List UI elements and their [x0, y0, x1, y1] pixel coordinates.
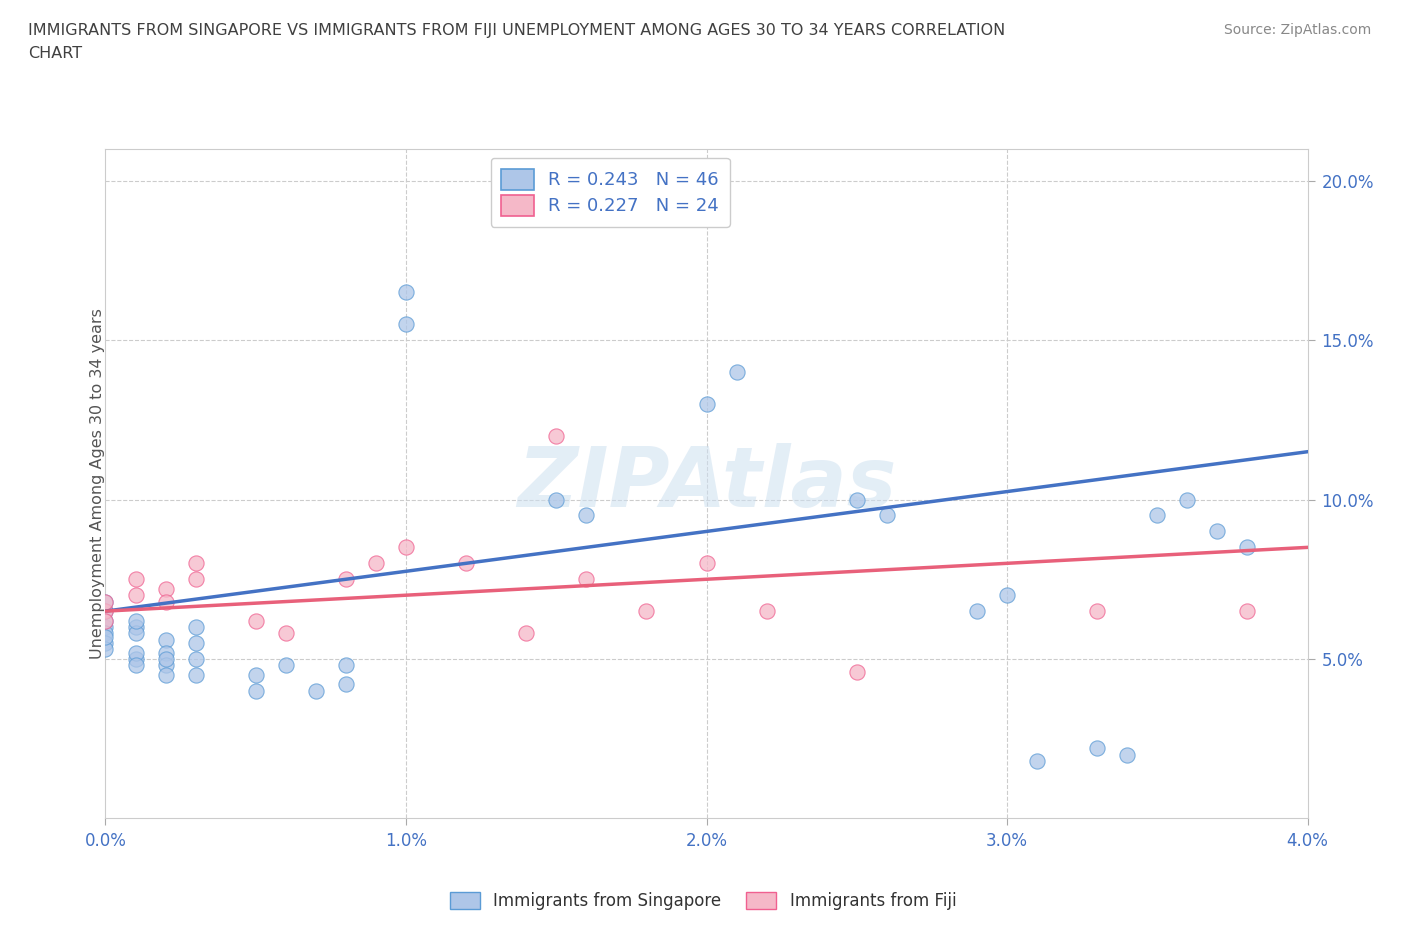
Point	[155, 652, 177, 667]
Point	[94, 626, 117, 641]
Point	[1236, 540, 1258, 555]
Y-axis label: Unemployment Among Ages 30 to 34 years: Unemployment Among Ages 30 to 34 years	[90, 308, 104, 659]
Point	[755, 604, 778, 618]
Point	[155, 668, 177, 683]
Point	[395, 317, 418, 332]
Point	[395, 540, 418, 555]
Text: ZIPAtlas: ZIPAtlas	[517, 443, 896, 525]
Point	[124, 658, 146, 672]
Legend: Immigrants from Singapore, Immigrants from Fiji: Immigrants from Singapore, Immigrants fr…	[443, 885, 963, 917]
Point	[1085, 604, 1108, 618]
Point	[94, 594, 117, 609]
Point	[454, 556, 477, 571]
Text: IMMIGRANTS FROM SINGAPORE VS IMMIGRANTS FROM FIJI UNEMPLOYMENT AMONG AGES 30 TO : IMMIGRANTS FROM SINGAPORE VS IMMIGRANTS …	[28, 23, 1005, 38]
Point	[274, 658, 297, 672]
Point	[1236, 604, 1258, 618]
Point	[515, 626, 537, 641]
Point	[155, 658, 177, 672]
Point	[124, 652, 146, 667]
Point	[636, 604, 658, 618]
Point	[124, 645, 146, 660]
Point	[155, 594, 177, 609]
Point	[245, 668, 267, 683]
Point	[1116, 747, 1139, 762]
Point	[725, 365, 748, 379]
Point	[155, 581, 177, 596]
Point	[94, 613, 117, 628]
Point	[395, 285, 418, 299]
Point	[335, 572, 357, 587]
Point	[94, 635, 117, 650]
Point	[94, 619, 117, 634]
Text: Source: ZipAtlas.com: Source: ZipAtlas.com	[1223, 23, 1371, 37]
Point	[335, 658, 357, 672]
Point	[696, 556, 718, 571]
Point	[184, 619, 207, 634]
Point	[124, 619, 146, 634]
Point	[696, 396, 718, 411]
Point	[546, 492, 568, 507]
Point	[1175, 492, 1198, 507]
Point	[124, 626, 146, 641]
Point	[155, 632, 177, 647]
Point	[124, 588, 146, 603]
Point	[1206, 524, 1229, 538]
Point	[94, 642, 117, 657]
Point	[966, 604, 988, 618]
Point	[124, 613, 146, 628]
Point	[94, 630, 117, 644]
Point	[155, 645, 177, 660]
Point	[184, 635, 207, 650]
Point	[876, 508, 898, 523]
Point	[124, 572, 146, 587]
Legend: R = 0.243   N = 46, R = 0.227   N = 24: R = 0.243 N = 46, R = 0.227 N = 24	[491, 158, 730, 227]
Point	[335, 677, 357, 692]
Point	[245, 684, 267, 698]
Point	[1146, 508, 1168, 523]
Point	[94, 604, 117, 618]
Point	[305, 684, 328, 698]
Point	[575, 572, 598, 587]
Point	[94, 613, 117, 628]
Point	[364, 556, 387, 571]
Point	[575, 508, 598, 523]
Point	[184, 668, 207, 683]
Point	[94, 594, 117, 609]
Point	[184, 556, 207, 571]
Point	[274, 626, 297, 641]
Point	[245, 613, 267, 628]
Point	[94, 604, 117, 618]
Point	[995, 588, 1018, 603]
Point	[1085, 741, 1108, 756]
Point	[845, 492, 868, 507]
Point	[184, 572, 207, 587]
Point	[546, 429, 568, 444]
Text: CHART: CHART	[28, 46, 82, 60]
Point	[184, 652, 207, 667]
Point	[845, 664, 868, 679]
Point	[1026, 753, 1049, 768]
